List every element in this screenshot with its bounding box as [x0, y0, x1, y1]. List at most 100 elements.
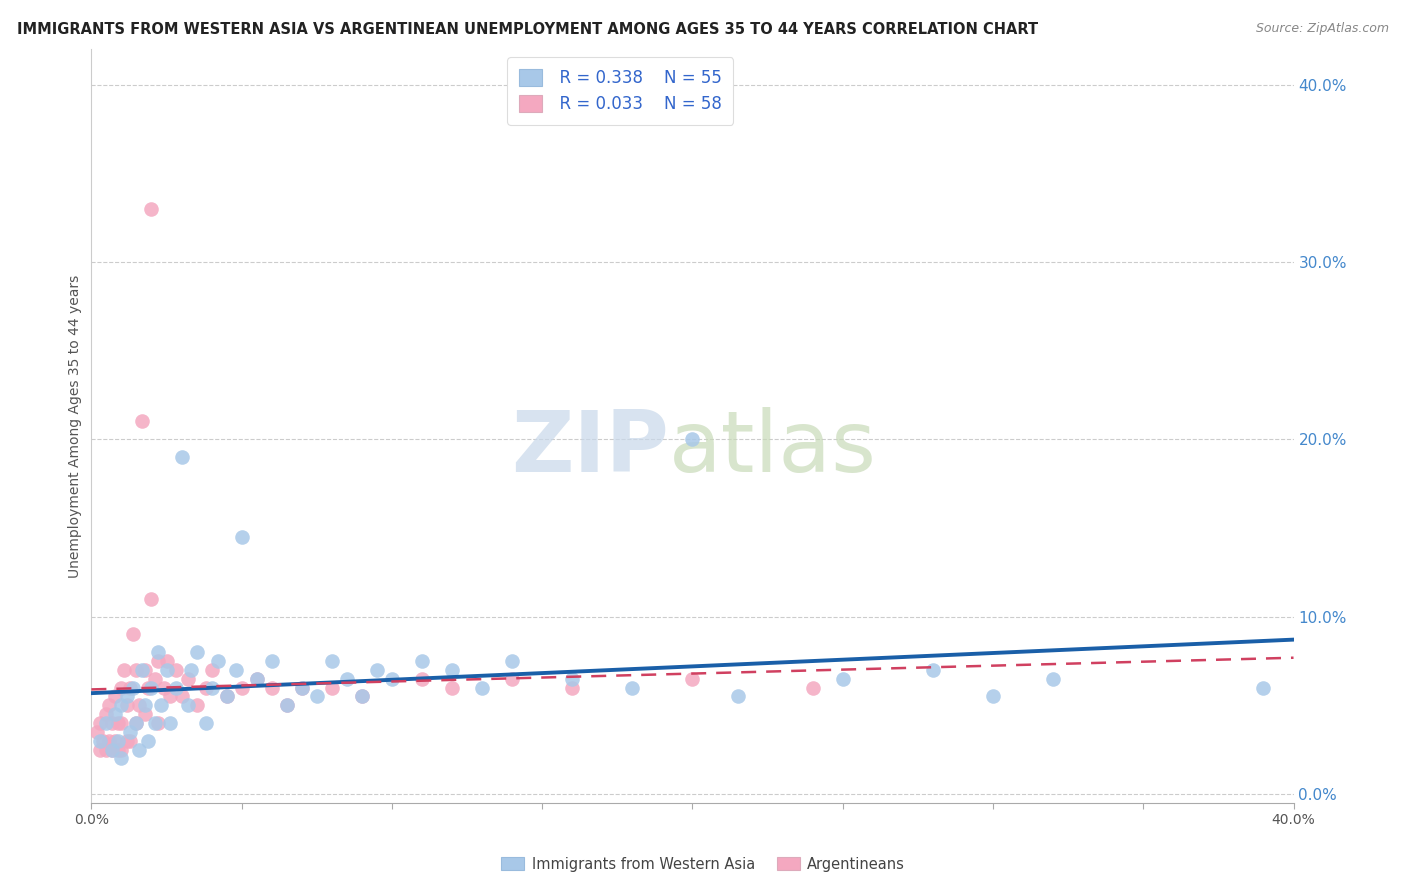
- Point: [681, 432, 703, 446]
- Point: [152, 681, 174, 695]
- Point: [440, 681, 463, 695]
- Point: [276, 698, 298, 713]
- Legend: Immigrants from Western Asia, Argentineans: Immigrants from Western Asia, Argentinea…: [495, 851, 911, 878]
- Point: [141, 202, 163, 216]
- Point: [186, 698, 208, 713]
- Point: [155, 663, 177, 677]
- Point: [180, 663, 202, 677]
- Point: [260, 654, 283, 668]
- Point: [143, 716, 166, 731]
- Point: [86, 724, 108, 739]
- Text: IMMIGRANTS FROM WESTERN ASIA VS ARGENTINEAN UNEMPLOYMENT AMONG AGES 35 TO 44 YEA: IMMIGRANTS FROM WESTERN ASIA VS ARGENTIN…: [17, 22, 1038, 37]
- Point: [215, 690, 238, 704]
- Point: [122, 627, 145, 641]
- Point: [165, 663, 187, 677]
- Point: [107, 742, 129, 756]
- Point: [96, 716, 118, 731]
- Point: [681, 672, 703, 686]
- Point: [225, 663, 247, 677]
- Point: [621, 681, 644, 695]
- Point: [201, 663, 224, 677]
- Point: [120, 681, 142, 695]
- Point: [561, 681, 583, 695]
- Point: [134, 698, 156, 713]
- Point: [101, 716, 124, 731]
- Point: [149, 698, 172, 713]
- Point: [110, 698, 132, 713]
- Point: [89, 733, 111, 747]
- Point: [138, 733, 160, 747]
- Point: [96, 707, 118, 722]
- Text: Source: ZipAtlas.com: Source: ZipAtlas.com: [1256, 22, 1389, 36]
- Point: [246, 672, 269, 686]
- Point: [561, 672, 583, 686]
- Point: [98, 733, 121, 747]
- Point: [110, 716, 132, 731]
- Point: [89, 742, 111, 756]
- Point: [134, 663, 156, 677]
- Point: [276, 698, 298, 713]
- Point: [350, 690, 373, 704]
- Text: ZIP: ZIP: [510, 407, 668, 490]
- Point: [801, 681, 824, 695]
- Point: [231, 530, 253, 544]
- Point: [186, 645, 208, 659]
- Point: [122, 681, 145, 695]
- Point: [170, 690, 193, 704]
- Point: [727, 690, 749, 704]
- Point: [104, 690, 127, 704]
- Point: [131, 663, 153, 677]
- Point: [159, 690, 181, 704]
- Point: [125, 663, 148, 677]
- Point: [120, 733, 142, 747]
- Point: [321, 654, 343, 668]
- Point: [98, 698, 121, 713]
- Point: [231, 681, 253, 695]
- Point: [141, 681, 163, 695]
- Point: [107, 733, 129, 747]
- Point: [501, 654, 523, 668]
- Point: [146, 654, 169, 668]
- Point: [501, 672, 523, 686]
- Point: [305, 690, 328, 704]
- Point: [922, 663, 945, 677]
- Point: [128, 742, 150, 756]
- Point: [165, 681, 187, 695]
- Point: [104, 707, 127, 722]
- Point: [128, 698, 150, 713]
- Point: [146, 645, 169, 659]
- Point: [107, 716, 129, 731]
- Point: [291, 681, 314, 695]
- Point: [138, 681, 160, 695]
- Point: [350, 690, 373, 704]
- Point: [215, 690, 238, 704]
- Point: [117, 690, 139, 704]
- Point: [291, 681, 314, 695]
- Point: [101, 742, 124, 756]
- Point: [89, 716, 111, 731]
- Point: [321, 681, 343, 695]
- Point: [201, 681, 224, 695]
- Point: [93, 733, 115, 747]
- Text: atlas: atlas: [668, 407, 876, 490]
- Point: [471, 681, 494, 695]
- Point: [170, 450, 193, 464]
- Point: [336, 672, 359, 686]
- Point: [104, 733, 127, 747]
- Point: [101, 742, 124, 756]
- Point: [125, 716, 148, 731]
- Point: [411, 654, 433, 668]
- Point: [176, 672, 198, 686]
- Point: [207, 654, 229, 668]
- Point: [141, 591, 163, 606]
- Legend:   R = 0.338    N = 55,   R = 0.033    N = 58: R = 0.338 N = 55, R = 0.033 N = 58: [508, 57, 734, 125]
- Point: [981, 690, 1004, 704]
- Point: [125, 716, 148, 731]
- Point: [1042, 672, 1064, 686]
- Point: [120, 724, 142, 739]
- Point: [366, 663, 388, 677]
- Point: [246, 672, 269, 686]
- Point: [110, 751, 132, 765]
- Point: [146, 716, 169, 731]
- Point: [114, 663, 136, 677]
